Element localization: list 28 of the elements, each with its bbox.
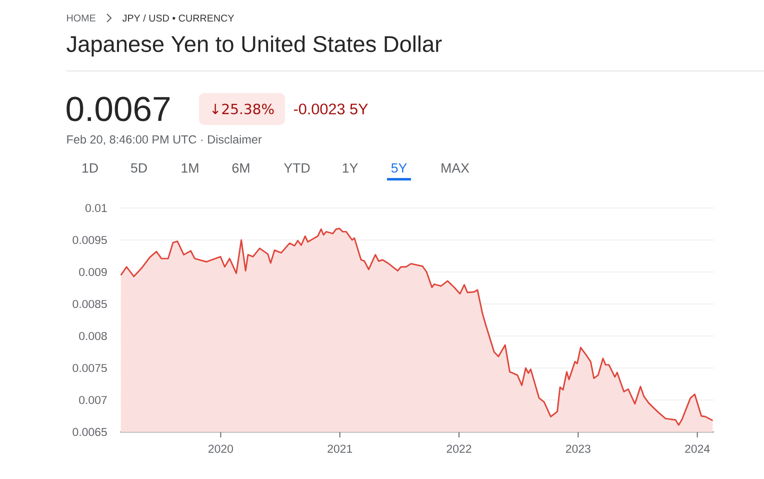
text: 1M [182,163,198,173]
text: JPY / USD • CURRENCY [122,14,234,22]
text: Feb 20, 8:46:00 PM UTC · Disclaimer [67,134,262,146]
text: MAX [442,163,470,173]
text: 0.0067 [66,96,170,122]
x-tick-label: 2020 [208,444,233,453]
y-tick-label: 0.009 [79,268,107,276]
text: YTD [284,163,310,173]
y-tick-label: 0.0065 [72,428,107,436]
y-tick-label: 0.0085 [72,300,107,308]
text: 1D [82,163,98,173]
x-tick-label: 2024 [685,444,710,453]
y-tick-label: 0.008 [79,332,107,340]
x-tick-label: 2021 [328,444,352,453]
x-tick-label: 2022 [446,444,472,453]
y-tick-label: 0.01 [85,204,107,212]
chart-title: Japanese Yen to United States Dollar [66,35,442,57]
text: HOME [67,14,96,22]
text: 1Y [342,163,358,173]
text: 5D [131,163,147,173]
y-tick-label: 0.0095 [72,236,107,244]
text: 5Y [391,163,407,173]
x-tick-label: 2023 [566,444,590,453]
y-tick-label: 0.007 [79,396,107,404]
text: 6M [232,163,250,173]
y-tick-label: 0.0075 [72,364,107,372]
text: ↓25.38% [212,104,274,114]
text: -0.0023 5Y [294,104,368,114]
